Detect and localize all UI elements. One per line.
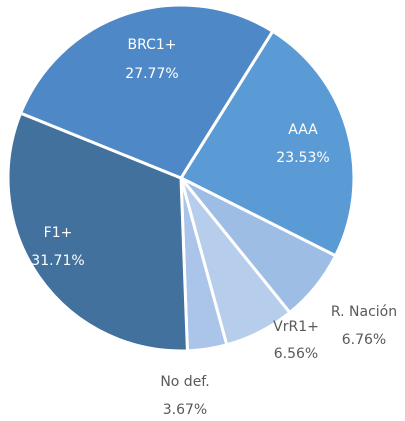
slice-name: F1+	[44, 225, 73, 241]
pie-slice	[6, 111, 189, 353]
pie-slice	[18, 3, 275, 180]
slice-value-label: 27.77%	[125, 66, 178, 82]
slice-name: No def.	[160, 374, 209, 390]
slice-name: R. Nación	[331, 304, 397, 320]
slice-value-label: 3.67%	[163, 402, 207, 418]
slice-name: VrR1+	[273, 319, 319, 335]
slice-name: AAA	[288, 122, 318, 138]
slice-name: BRC1+	[127, 37, 176, 53]
slice-value-label: 23.53%	[276, 150, 329, 166]
slice-value-label: 31.71%	[31, 253, 84, 269]
slice-value-label: 6.76%	[342, 332, 386, 348]
slice-value-label: 6.56%	[274, 346, 318, 362]
